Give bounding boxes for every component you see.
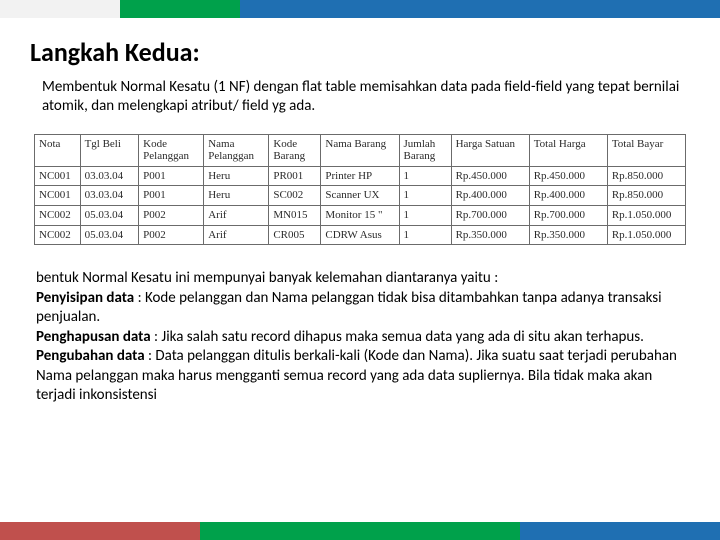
top-seg-blue	[240, 0, 720, 18]
table-cell: Rp.350.000	[451, 225, 529, 245]
notes-intro: bentuk Normal Kesatu ini mempunyai banya…	[36, 269, 684, 289]
table-header-cell: Total Harga	[529, 134, 607, 166]
table-header-cell: Harga Satuan	[451, 134, 529, 166]
table-cell: NC001	[35, 186, 81, 206]
table-cell: Rp.700.000	[529, 206, 607, 226]
table-cell: P002	[139, 225, 204, 245]
table-cell: 1	[399, 186, 451, 206]
table-cell: Scanner UX	[321, 186, 399, 206]
bottom-color-bar	[0, 522, 720, 540]
table-cell: SC002	[269, 186, 321, 206]
table-cell: NC002	[35, 225, 81, 245]
text-delete: : Jika salah satu record dihapus maka se…	[151, 328, 644, 346]
table-cell: Rp.850.000	[607, 166, 685, 186]
table-cell: NC001	[35, 166, 81, 186]
table-cell: Rp.450.000	[451, 166, 529, 186]
notes-block: bentuk Normal Kesatu ini mempunyai banya…	[36, 269, 684, 406]
bottom-seg-blue	[520, 522, 720, 540]
table-cell: P001	[139, 166, 204, 186]
label-update: Pengubahan data	[36, 347, 145, 365]
table-cell: PR001	[269, 166, 321, 186]
label-insert: Penyisipan data	[36, 289, 134, 307]
table-header-row: NotaTgl BeliKode PelangganNama Pelanggan…	[35, 134, 686, 166]
table-cell: Heru	[204, 166, 269, 186]
table-cell: 03.03.04	[80, 166, 139, 186]
table-cell: Rp.700.000	[451, 206, 529, 226]
notes-update: Pengubahan data : Data pelanggan ditulis…	[36, 347, 684, 406]
top-seg-grey	[0, 0, 120, 18]
table-header-cell: Total Bayar	[607, 134, 685, 166]
table-header-cell: Nama Pelanggan	[204, 134, 269, 166]
table-cell: Rp.1.050.000	[607, 206, 685, 226]
intro-text: Membentuk Normal Kesatu (1 NF) dengan fl…	[42, 78, 690, 116]
slide-content: Langkah Kedua: Membentuk Normal Kesatu (…	[0, 18, 720, 406]
table-header-cell: Nota	[35, 134, 81, 166]
table-header-cell: Nama Barang	[321, 134, 399, 166]
label-delete: Penghapusan data	[36, 328, 151, 346]
bottom-seg-red	[0, 522, 200, 540]
table-cell: Rp.400.000	[451, 186, 529, 206]
table-cell: MN015	[269, 206, 321, 226]
table-cell: Rp.350.000	[529, 225, 607, 245]
notes-insert: Penyisipan data : Kode pelanggan dan Nam…	[36, 289, 684, 328]
table-cell: P001	[139, 186, 204, 206]
table-cell: NC002	[35, 206, 81, 226]
table-row: NC00205.03.04P002ArifMN015Monitor 15 "1R…	[35, 206, 686, 226]
slide-title: Langkah Kedua:	[30, 36, 690, 68]
table-cell: Heru	[204, 186, 269, 206]
table-cell: 05.03.04	[80, 206, 139, 226]
table-cell: 1	[399, 225, 451, 245]
table-cell: Arif	[204, 225, 269, 245]
table-header-cell: Kode Barang	[269, 134, 321, 166]
table-cell: 1	[399, 206, 451, 226]
table-cell: Rp.400.000	[529, 186, 607, 206]
table-cell: CR005	[269, 225, 321, 245]
table-header-cell: Kode Pelanggan	[139, 134, 204, 166]
table-header-cell: Tgl Beli	[80, 134, 139, 166]
table-cell: 1	[399, 166, 451, 186]
table-cell: Rp.850.000	[607, 186, 685, 206]
table-row: NC00205.03.04P002ArifCR005CDRW Asus1Rp.3…	[35, 225, 686, 245]
bottom-seg-green	[200, 522, 520, 540]
top-seg-green	[120, 0, 240, 18]
data-table-wrap: NotaTgl BeliKode PelangganNama Pelanggan…	[34, 134, 686, 246]
table-cell: 05.03.04	[80, 225, 139, 245]
table-cell: Printer HP	[321, 166, 399, 186]
data-table: NotaTgl BeliKode PelangganNama Pelanggan…	[34, 134, 686, 246]
notes-delete: Penghapusan data : Jika salah satu recor…	[36, 328, 684, 348]
table-row: NC00103.03.04P001HeruSC002Scanner UX1Rp.…	[35, 186, 686, 206]
table-cell: CDRW Asus	[321, 225, 399, 245]
table-cell: Rp.1.050.000	[607, 225, 685, 245]
table-cell: 03.03.04	[80, 186, 139, 206]
table-row: NC00103.03.04P001HeruPR001Printer HP1Rp.…	[35, 166, 686, 186]
table-header-cell: Jumlah Barang	[399, 134, 451, 166]
table-cell: Monitor 15 "	[321, 206, 399, 226]
table-cell: P002	[139, 206, 204, 226]
table-cell: Rp.450.000	[529, 166, 607, 186]
top-color-bar	[0, 0, 720, 18]
table-cell: Arif	[204, 206, 269, 226]
